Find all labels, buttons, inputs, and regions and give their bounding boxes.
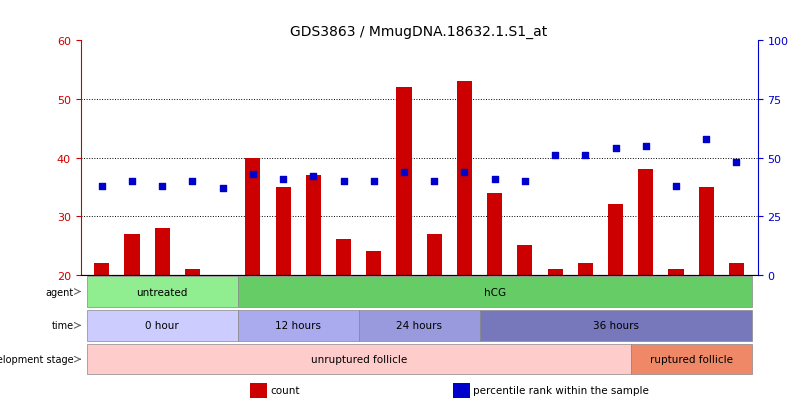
Text: agent: agent: [46, 287, 74, 297]
Bar: [250, 383, 267, 398]
Bar: [638, 170, 654, 275]
Bar: [547, 269, 563, 275]
Point: [95, 183, 108, 190]
Text: 24 hours: 24 hours: [396, 320, 442, 330]
Bar: [305, 176, 321, 275]
Bar: [668, 269, 683, 275]
Title: GDS3863 / MmugDNA.18632.1.S1_at: GDS3863 / MmugDNA.18632.1.S1_at: [290, 25, 548, 39]
Bar: [87, 311, 238, 341]
Text: 12 hours: 12 hours: [275, 320, 322, 330]
Bar: [155, 228, 170, 275]
Text: hCG: hCG: [484, 287, 505, 297]
Text: development stage: development stage: [0, 354, 74, 364]
Bar: [245, 158, 260, 275]
Point: [126, 178, 139, 185]
Text: time: time: [52, 320, 74, 330]
Point: [368, 178, 380, 185]
Text: untreated: untreated: [136, 287, 188, 297]
Bar: [366, 252, 381, 275]
Text: percentile rank within the sample: percentile rank within the sample: [473, 385, 649, 396]
Bar: [453, 383, 470, 398]
Point: [639, 143, 652, 150]
Bar: [238, 311, 359, 341]
Bar: [487, 193, 502, 275]
Bar: [87, 344, 630, 375]
Point: [549, 152, 562, 159]
Point: [156, 183, 168, 190]
Point: [700, 136, 713, 143]
Point: [428, 178, 441, 185]
Text: 0 hour: 0 hour: [145, 320, 179, 330]
Text: ruptured follicle: ruptured follicle: [650, 354, 733, 364]
Bar: [359, 311, 480, 341]
Bar: [185, 269, 200, 275]
Point: [518, 178, 531, 185]
Point: [307, 173, 320, 180]
Bar: [94, 263, 110, 275]
Bar: [426, 234, 442, 275]
Point: [397, 169, 410, 176]
Point: [609, 145, 622, 152]
Bar: [457, 82, 472, 275]
Point: [488, 176, 501, 183]
Point: [670, 183, 683, 190]
Bar: [397, 88, 412, 275]
Text: 36 hours: 36 hours: [592, 320, 638, 330]
Bar: [608, 205, 623, 275]
Bar: [631, 344, 751, 375]
Point: [247, 171, 260, 178]
Bar: [729, 263, 744, 275]
Bar: [480, 311, 751, 341]
Point: [458, 169, 471, 176]
Text: unruptured follicle: unruptured follicle: [310, 354, 407, 364]
Point: [216, 185, 229, 192]
Bar: [578, 263, 593, 275]
Bar: [238, 277, 751, 307]
Bar: [699, 188, 714, 275]
Bar: [517, 246, 533, 275]
Point: [730, 159, 743, 166]
Point: [186, 178, 199, 185]
Point: [276, 176, 289, 183]
Point: [579, 152, 592, 159]
Bar: [87, 277, 238, 307]
Bar: [336, 240, 351, 275]
Point: [337, 178, 350, 185]
Text: count: count: [270, 385, 300, 396]
Bar: [124, 234, 139, 275]
Bar: [276, 188, 291, 275]
